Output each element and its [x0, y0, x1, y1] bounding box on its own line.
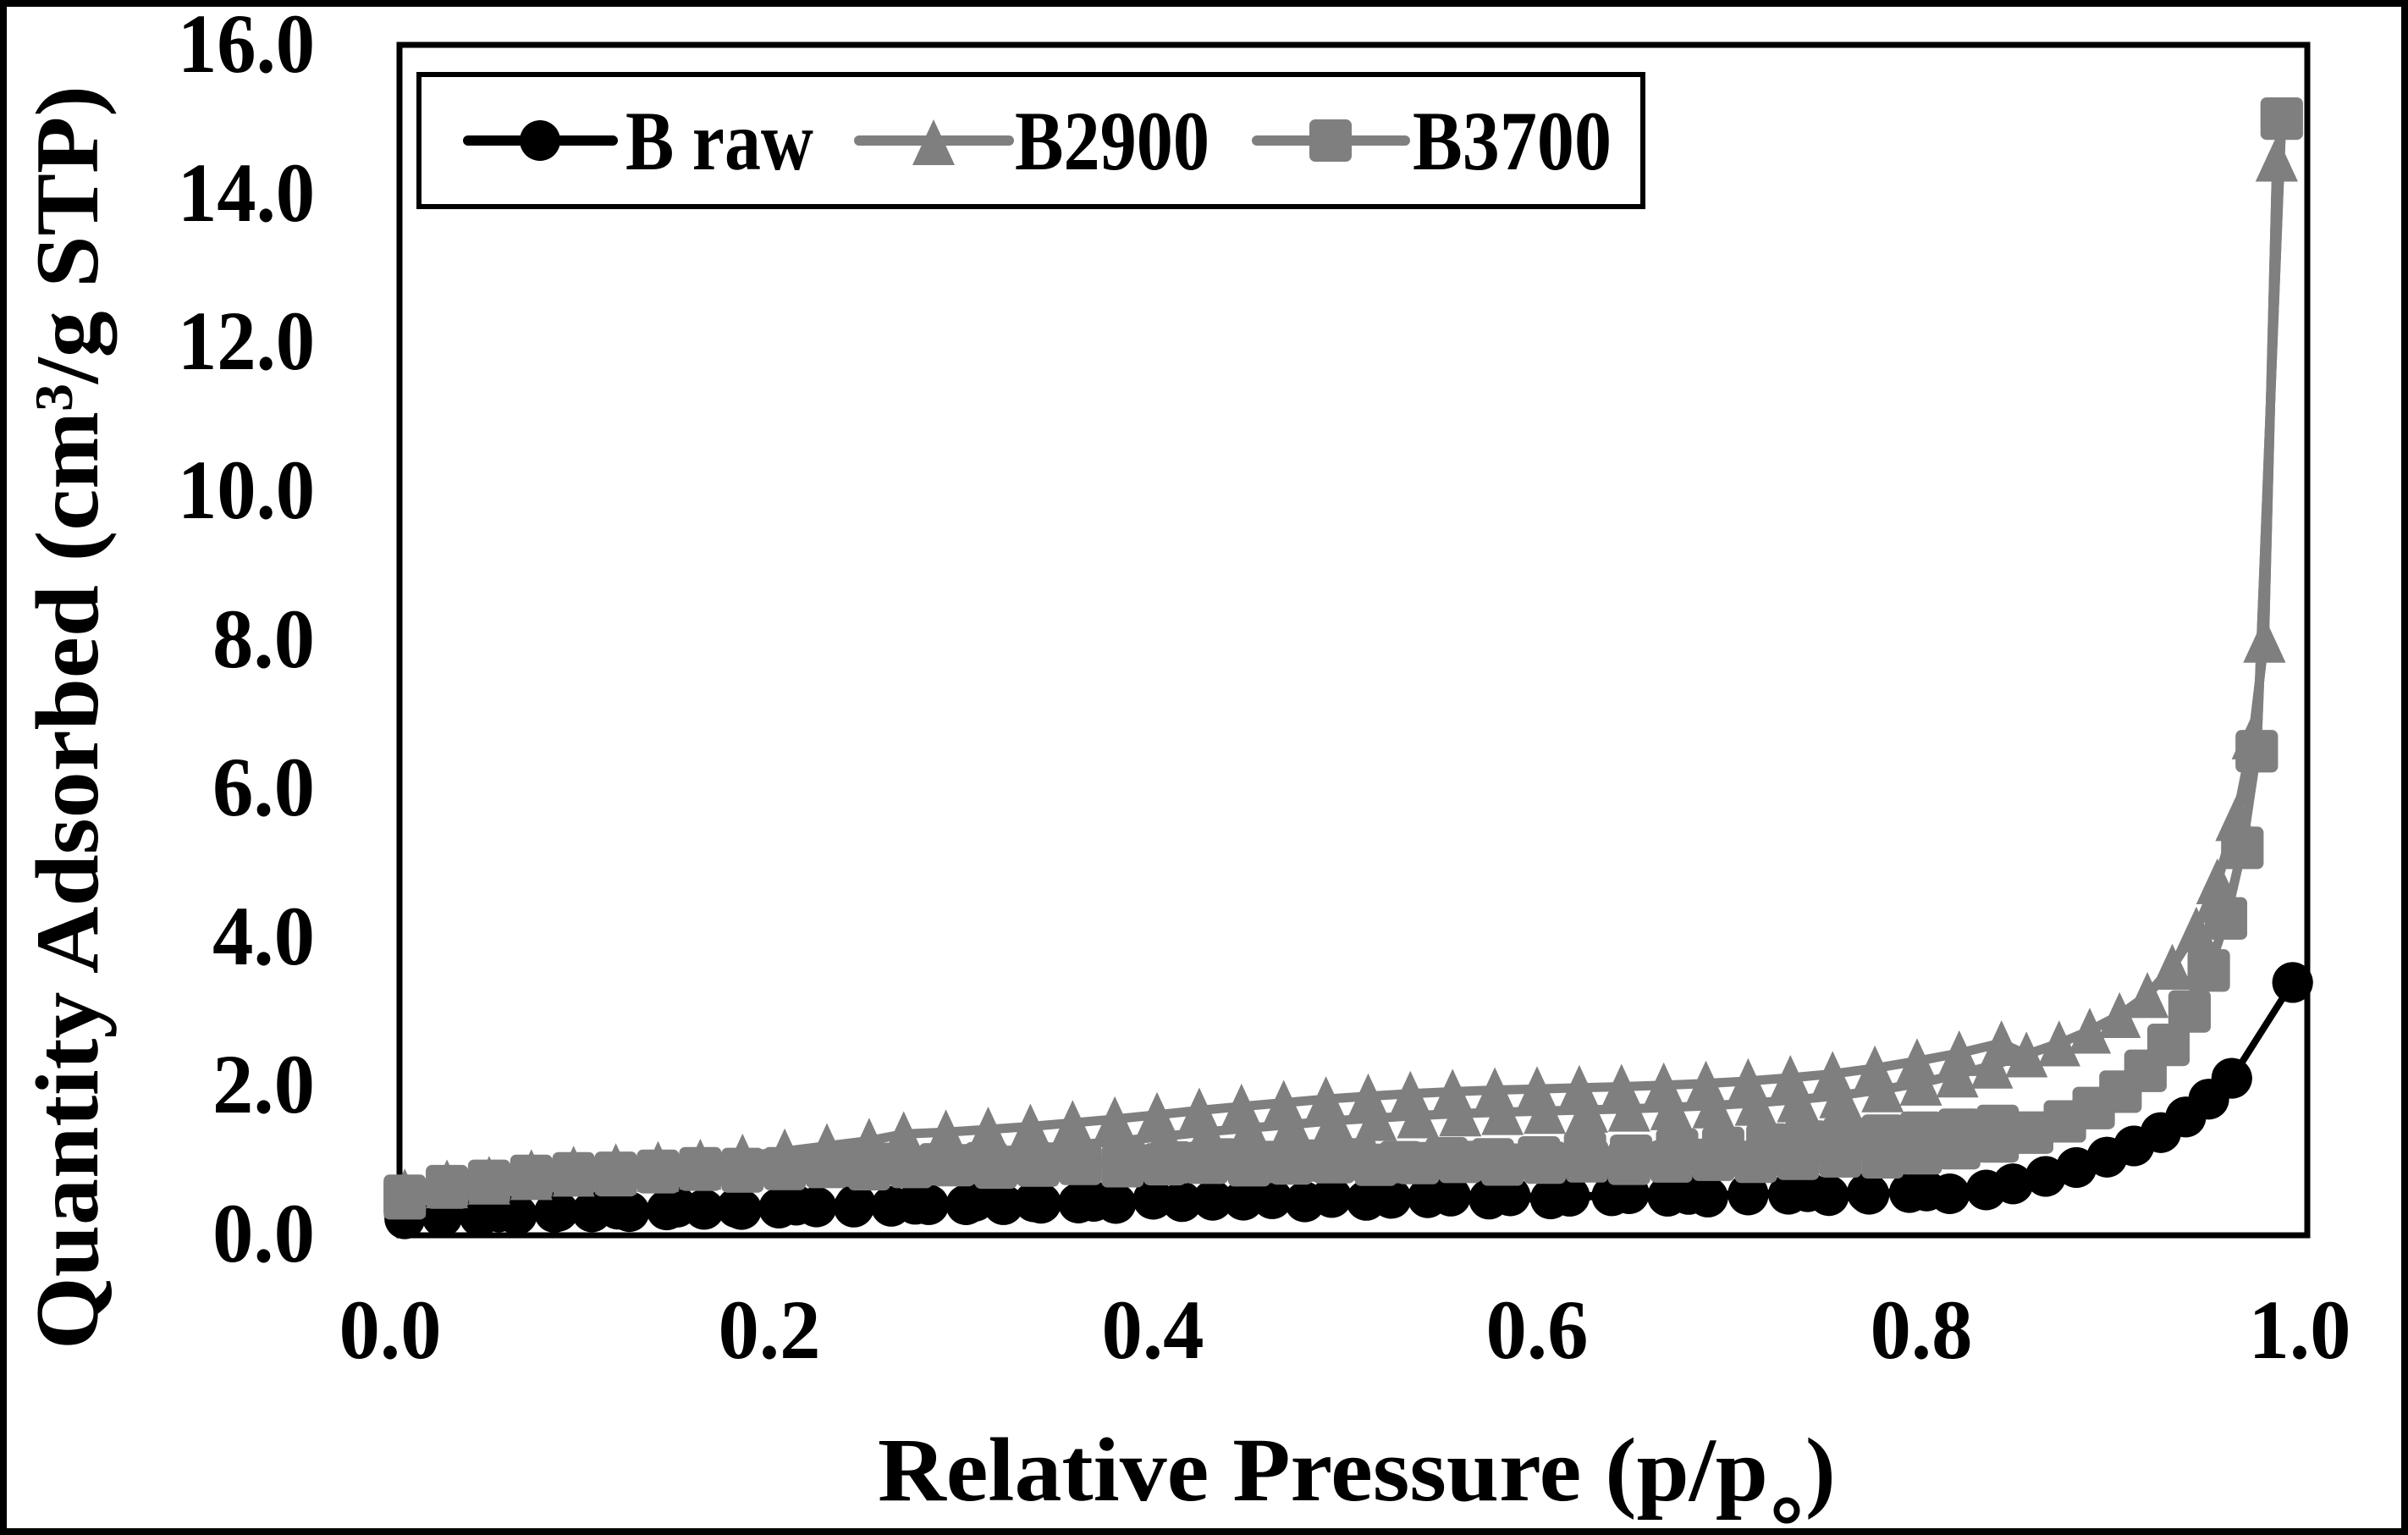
svg-text:B3700: B3700 [1413, 94, 1612, 188]
svg-text:0.4: 0.4 [1102, 1283, 1204, 1377]
svg-text:1.0: 1.0 [2249, 1283, 2351, 1377]
svg-text:4.0: 4.0 [212, 889, 315, 983]
svg-text:12.0: 12.0 [178, 294, 315, 388]
svg-text:6.0: 6.0 [212, 740, 315, 834]
svg-text:Relative Pressure (p/p: Relative Pressure (p/p [878, 1421, 1768, 1521]
svg-text:0.0: 0.0 [212, 1186, 315, 1280]
svg-text:8.0: 8.0 [212, 592, 315, 686]
svg-text:2.0: 2.0 [212, 1037, 315, 1131]
svg-text:0.8: 0.8 [1871, 1283, 1973, 1377]
svg-text:B raw: B raw [625, 94, 813, 188]
svg-text:14.0: 14.0 [178, 146, 315, 240]
svg-text:): ) [1805, 1421, 1836, 1521]
svg-text:B2900: B2900 [1015, 94, 1210, 188]
svg-text:0.6: 0.6 [1486, 1283, 1589, 1377]
svg-text:0.0: 0.0 [339, 1283, 442, 1377]
svg-text:16.0: 16.0 [178, 0, 315, 91]
svg-text:3: 3 [24, 384, 84, 411]
svg-text:0.2: 0.2 [719, 1283, 821, 1377]
svg-text:/g STP): /g STP) [18, 86, 117, 385]
svg-text:10.0: 10.0 [178, 443, 315, 537]
svg-text:Quantity Adsorbed (cm: Quantity Adsorbed (cm [18, 411, 117, 1350]
